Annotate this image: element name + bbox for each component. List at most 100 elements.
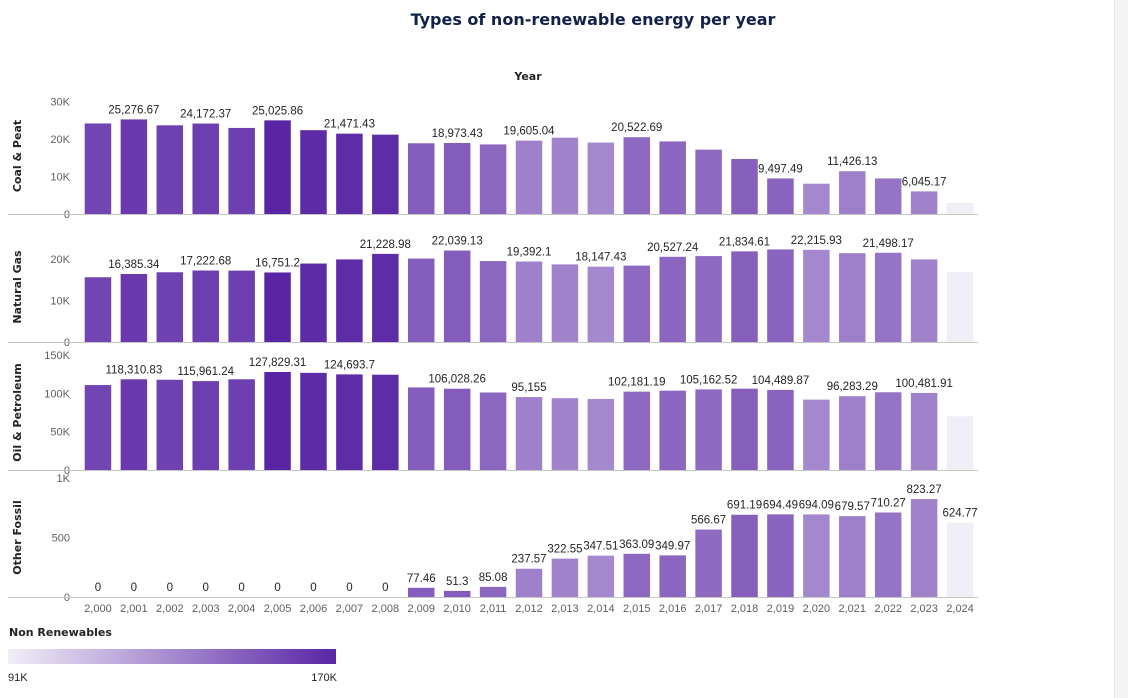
data-label: 22,039.13 [432, 236, 483, 248]
bar[interactable] [623, 137, 651, 214]
bar[interactable] [264, 272, 291, 342]
row-label: Coal & Peat [11, 120, 24, 192]
bar[interactable] [120, 379, 148, 470]
bar[interactable] [695, 256, 722, 342]
bar[interactable] [228, 270, 255, 342]
bar[interactable] [515, 140, 543, 214]
bar[interactable] [731, 251, 758, 342]
bar[interactable] [515, 397, 543, 470]
bar[interactable] [84, 277, 112, 342]
bar[interactable] [623, 553, 651, 597]
bar[interactable] [336, 133, 363, 214]
bar[interactable] [479, 586, 507, 597]
bar[interactable] [623, 265, 651, 342]
data-label: 19,392.1 [507, 247, 552, 259]
bar[interactable] [803, 514, 830, 597]
bar[interactable] [192, 123, 219, 214]
bar[interactable] [372, 134, 399, 214]
bar[interactable] [659, 141, 686, 214]
bar[interactable] [120, 119, 148, 214]
bar[interactable] [84, 123, 112, 214]
bar[interactable] [946, 522, 974, 597]
bar[interactable] [803, 183, 830, 214]
bar[interactable] [946, 202, 974, 214]
bar[interactable] [443, 590, 471, 597]
page-scrollbar[interactable] [1114, 0, 1128, 698]
bar[interactable] [336, 259, 363, 342]
bar[interactable] [228, 379, 255, 470]
bar[interactable] [120, 273, 148, 342]
bar[interactable] [659, 555, 686, 597]
bar[interactable] [874, 252, 902, 342]
bar[interactable] [910, 392, 938, 470]
bar[interactable] [803, 399, 830, 470]
bar[interactable] [587, 398, 615, 470]
bar[interactable] [767, 249, 794, 342]
bar[interactable] [695, 529, 722, 597]
bar[interactable] [443, 388, 471, 470]
bar[interactable] [264, 120, 291, 214]
bar[interactable] [587, 266, 615, 342]
y-tick-label: 10K [50, 295, 70, 307]
bar[interactable] [731, 158, 758, 214]
bar[interactable] [731, 514, 758, 597]
y-tick-label: 150K [44, 350, 70, 362]
legend-min-label: 91K [8, 672, 28, 684]
bar[interactable] [910, 259, 938, 342]
bar[interactable] [551, 398, 579, 470]
bar[interactable] [587, 142, 615, 214]
bar[interactable] [228, 127, 255, 214]
bar[interactable] [874, 392, 902, 470]
bar[interactable] [731, 388, 758, 470]
x-tick-label: 2,005 [264, 603, 292, 615]
bar[interactable] [767, 514, 794, 597]
bar[interactable] [515, 568, 543, 597]
bar[interactable] [84, 385, 112, 470]
bar[interactable] [551, 137, 579, 214]
bar[interactable] [264, 371, 291, 470]
bar[interactable] [839, 171, 866, 214]
bar[interactable] [767, 389, 794, 470]
bar[interactable] [946, 416, 974, 470]
bar[interactable] [372, 253, 399, 342]
bar[interactable] [443, 250, 471, 342]
bar[interactable] [839, 253, 866, 342]
bar[interactable] [874, 178, 902, 214]
bar[interactable] [336, 374, 363, 470]
bar[interactable] [156, 379, 184, 470]
bar[interactable] [156, 272, 184, 342]
bar[interactable] [515, 261, 543, 342]
bar[interactable] [300, 130, 327, 214]
bar[interactable] [587, 555, 615, 597]
bar[interactable] [372, 374, 399, 470]
bar[interactable] [479, 261, 507, 342]
bar[interactable] [839, 396, 866, 470]
bar[interactable] [551, 558, 579, 597]
bar[interactable] [443, 143, 471, 214]
bar[interactable] [156, 125, 184, 214]
bar[interactable] [192, 381, 219, 470]
bar[interactable] [839, 516, 866, 597]
bar[interactable] [407, 143, 435, 214]
bar[interactable] [803, 249, 830, 342]
bar[interactable] [300, 372, 327, 470]
bar[interactable] [910, 499, 938, 597]
bar[interactable] [623, 391, 651, 470]
bar[interactable] [910, 191, 938, 214]
bar[interactable] [300, 263, 327, 342]
bar[interactable] [659, 390, 686, 470]
bar[interactable] [695, 149, 722, 214]
bar[interactable] [479, 144, 507, 214]
bar[interactable] [407, 587, 435, 597]
bar[interactable] [767, 178, 794, 214]
bar[interactable] [192, 270, 219, 342]
bar[interactable] [695, 389, 722, 470]
bar[interactable] [946, 271, 974, 342]
bar[interactable] [874, 512, 902, 597]
bar[interactable] [407, 387, 435, 470]
bar[interactable] [479, 392, 507, 470]
bar[interactable] [551, 264, 579, 342]
row-label: Oil & Petroleum [11, 363, 24, 461]
bar[interactable] [407, 258, 435, 342]
bar[interactable] [659, 256, 686, 342]
